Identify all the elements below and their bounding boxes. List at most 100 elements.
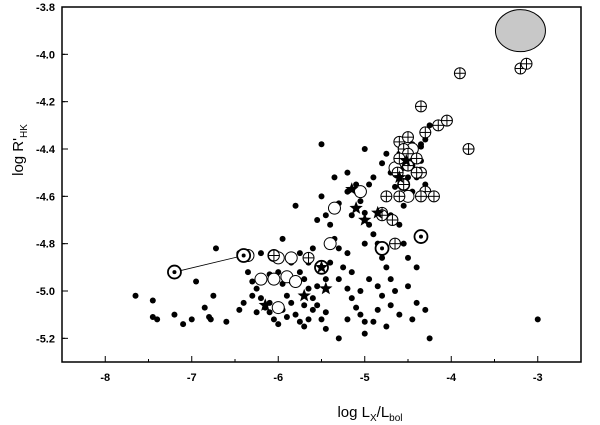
x-tick-label: -6	[273, 372, 283, 384]
data-point	[283, 314, 290, 321]
data-point	[413, 229, 429, 244]
data-point	[309, 295, 316, 302]
data-point	[361, 330, 368, 337]
data-point	[370, 231, 377, 238]
data-point	[399, 153, 413, 167]
data-point	[374, 306, 381, 313]
data-point	[322, 309, 329, 316]
data-point	[414, 190, 427, 203]
data-point	[386, 214, 399, 226]
data-point	[270, 316, 277, 323]
data-point	[348, 212, 355, 219]
data-point	[201, 304, 208, 311]
data-point	[301, 276, 308, 283]
x-tick-label: -4	[446, 372, 457, 384]
data-point	[244, 269, 251, 276]
data-point	[240, 299, 247, 306]
data-point	[366, 276, 373, 283]
x-tick-label: -8	[100, 372, 110, 384]
data-point	[257, 250, 264, 257]
series-filled-ellipse	[494, 9, 546, 53]
data-point	[387, 302, 394, 309]
data-point	[318, 141, 325, 148]
data-point	[413, 299, 420, 306]
data-point	[379, 254, 386, 261]
y-tick-label: -4.2	[36, 97, 55, 109]
data-point	[309, 245, 316, 252]
data-point	[417, 141, 424, 148]
data-point	[393, 152, 406, 165]
series-circle-plus	[267, 57, 533, 264]
plot-frame	[61, 6, 582, 363]
data-point	[361, 240, 368, 247]
data-point	[210, 292, 217, 299]
data-point	[419, 126, 432, 139]
data-point	[400, 202, 407, 209]
data-point	[193, 278, 200, 285]
data-point	[344, 285, 351, 292]
series-star	[258, 153, 413, 311]
data-point	[314, 283, 321, 290]
data-point	[494, 9, 546, 53]
data-point	[236, 248, 252, 263]
data-point	[340, 264, 347, 271]
data-point	[288, 299, 295, 306]
data-point	[357, 311, 364, 318]
data-point	[267, 249, 280, 262]
data-point	[171, 311, 178, 318]
data-point	[292, 311, 299, 318]
x-tick-label: -3	[533, 372, 543, 384]
data-point	[253, 309, 260, 316]
data-point	[132, 292, 139, 299]
data-point	[410, 166, 423, 179]
data-point	[348, 269, 355, 276]
data-point	[284, 251, 298, 265]
data-point	[453, 67, 466, 80]
series-filled-circle	[132, 122, 541, 342]
data-point	[380, 190, 393, 203]
data-point	[296, 318, 303, 325]
data-point	[267, 272, 281, 286]
data-point	[379, 292, 386, 299]
data-point	[344, 316, 351, 323]
data-point	[236, 306, 243, 313]
data-point	[383, 264, 390, 271]
data-point	[335, 245, 342, 252]
data-point	[301, 302, 308, 309]
data-point	[392, 170, 407, 184]
data-point	[322, 325, 329, 332]
data-point	[358, 213, 372, 226]
data-point	[180, 321, 187, 328]
data-point	[327, 259, 334, 266]
data-point	[302, 251, 315, 264]
data-point	[361, 146, 368, 152]
data-point	[327, 201, 341, 215]
data-point	[322, 212, 329, 219]
data-point	[279, 235, 286, 242]
data-point	[393, 190, 406, 203]
data-point	[370, 174, 377, 181]
data-point	[392, 183, 399, 190]
data-marks	[132, 9, 546, 342]
data-point	[309, 306, 316, 313]
y-tick-label: -5.2	[36, 333, 55, 345]
data-point	[207, 316, 214, 323]
data-point	[254, 272, 268, 286]
data-point	[283, 292, 290, 299]
data-point	[319, 281, 333, 295]
data-point	[305, 316, 312, 323]
data-point	[409, 316, 416, 323]
data-point	[357, 288, 364, 294]
y-tick-label: -4.4	[36, 144, 56, 156]
data-point	[357, 198, 364, 205]
data-point	[331, 174, 338, 181]
data-point	[370, 318, 377, 325]
data-point	[323, 237, 337, 251]
data-point	[344, 169, 351, 176]
data-point	[405, 283, 411, 290]
x-axis-title: log LX/Lbol	[337, 404, 402, 424]
annotation-layer	[174, 255, 244, 273]
data-point	[318, 193, 325, 200]
data-point	[405, 254, 411, 261]
